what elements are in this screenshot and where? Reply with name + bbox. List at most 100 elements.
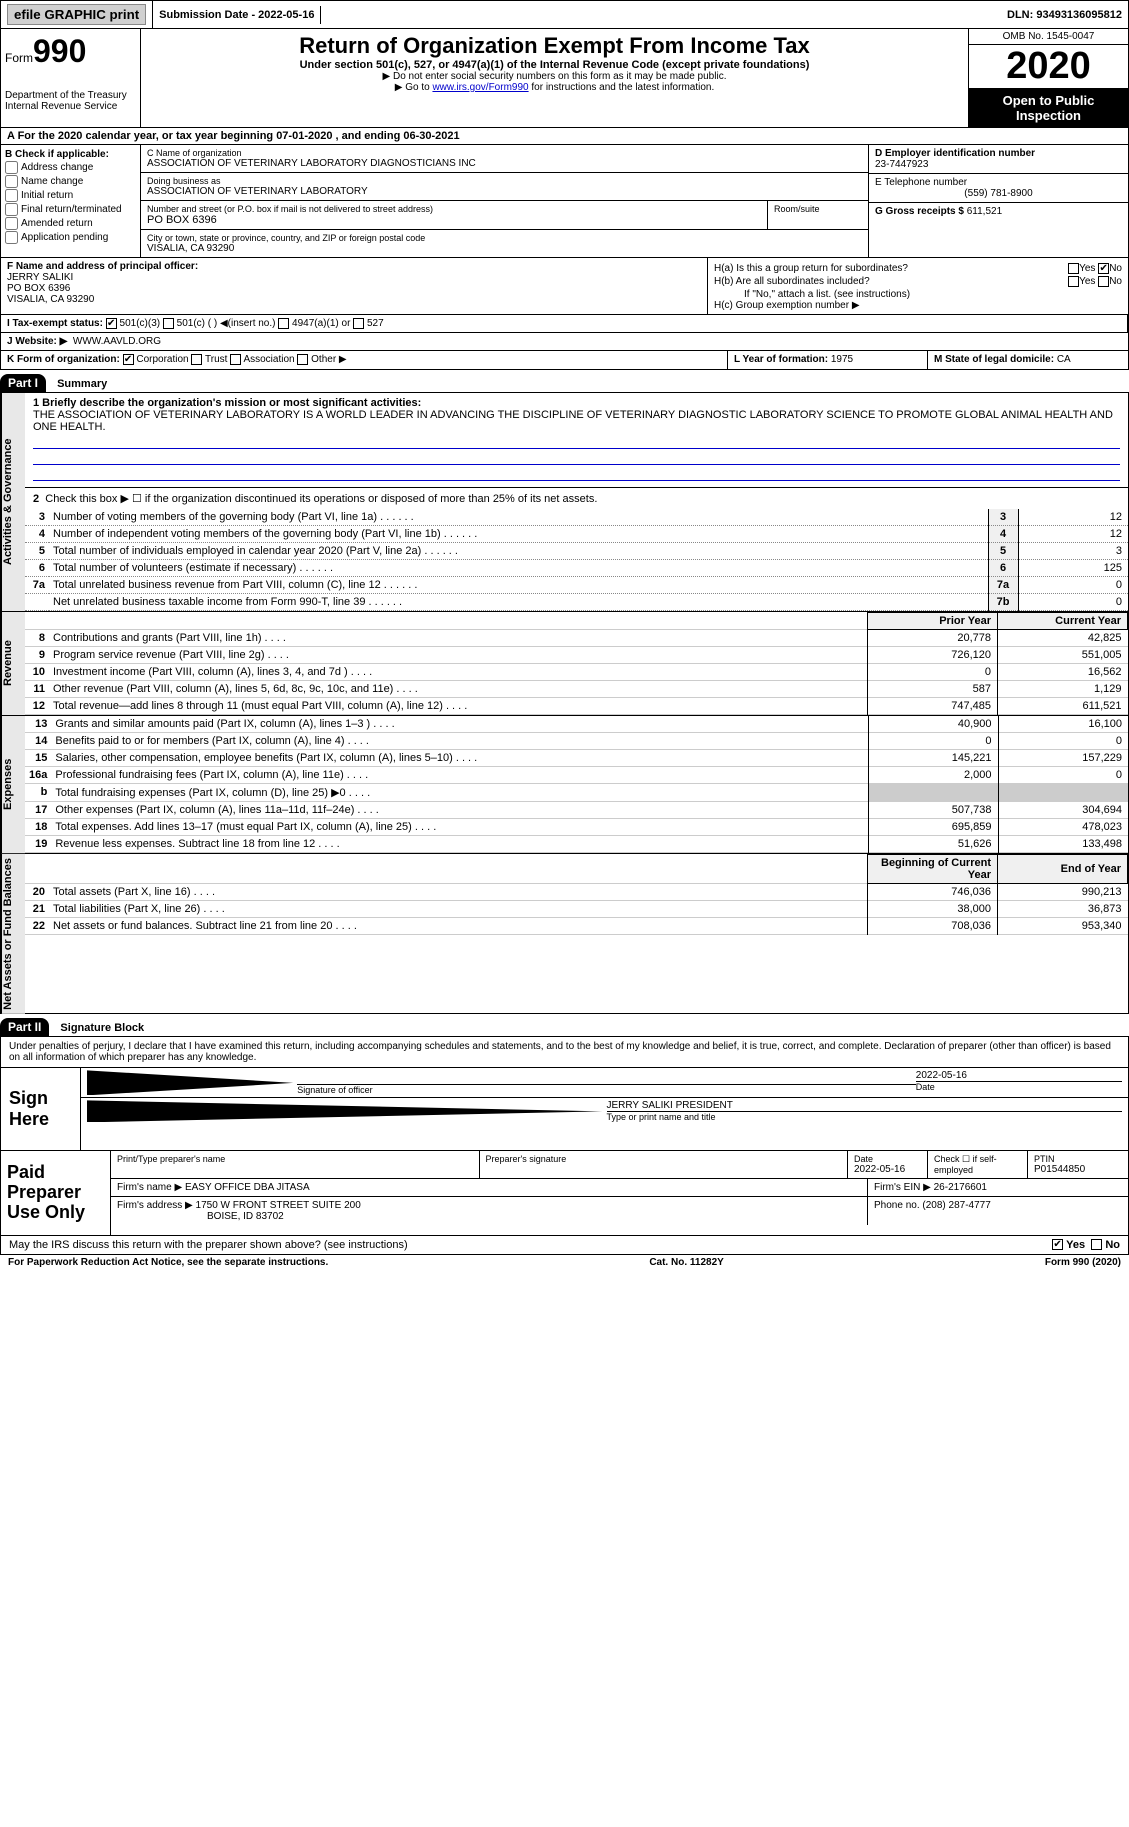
tax-year: 2020 (969, 45, 1128, 89)
col-l: L Year of formation: 1975 (728, 351, 928, 368)
expenses-block: Expenses 13Grants and similar amounts pa… (0, 716, 1129, 854)
ein: 23-7447923 (875, 159, 1122, 170)
row-klm: K Form of organization: Corporation Trus… (0, 351, 1129, 369)
tab-governance: Activities & Governance (1, 393, 25, 611)
part2-title: Signature Block (60, 1022, 144, 1034)
cb-application-pending[interactable]: Application pending (5, 231, 136, 244)
paid-preparer-row: Paid Preparer Use Only Print/Type prepar… (0, 1151, 1129, 1235)
sign-here-label: Sign Here (1, 1068, 81, 1150)
table-row: 4Number of independent voting members of… (25, 525, 1128, 542)
part1-bar: Part I Summary (0, 374, 1129, 393)
mission-blank-line (33, 451, 1120, 465)
table-row: 6Total number of volunteers (estimate if… (25, 559, 1128, 576)
firm-addr1: 1750 W FRONT STREET SUITE 200 (196, 1200, 361, 1211)
sign-fields: Signature of officer 2022-05-16Date JERR… (81, 1068, 1128, 1150)
cb-corp[interactable] (123, 354, 134, 365)
org-name-row: C Name of organization ASSOCIATION OF VE… (141, 145, 868, 173)
cb-trust[interactable] (191, 354, 202, 365)
cat-no: Cat. No. 11282Y (649, 1257, 723, 1268)
header-center: Return of Organization Exempt From Incom… (141, 29, 968, 127)
form-number: Form990 (5, 33, 136, 70)
h-b: H(b) Are all subordinates included? Yes … (714, 276, 1122, 287)
firm-name: EASY OFFICE DBA JITASA (185, 1182, 310, 1193)
part1-header: Part I (0, 374, 46, 392)
cb-501c3[interactable] (106, 318, 117, 329)
open-to-public: Open to Public Inspection (969, 89, 1128, 127)
cb-527[interactable] (353, 318, 364, 329)
discuss-no[interactable] (1091, 1239, 1102, 1250)
col-k: K Form of organization: Corporation Trus… (1, 351, 728, 368)
part1-title: Summary (57, 378, 107, 390)
prep-line-2: Firm's name ▶ EASY OFFICE DBA JITASA Fir… (111, 1179, 1128, 1197)
mission-blank-line (33, 435, 1120, 449)
dln: DLN: 93493136095812 (1001, 6, 1128, 24)
room-suite-label: Room/suite (768, 201, 868, 229)
firm-addr2: BOISE, ID 83702 (207, 1211, 284, 1222)
firm-phone: (208) 287-4777 (922, 1200, 990, 1211)
officer-addr2: VISALIA, CA 93290 (7, 294, 701, 305)
cb-501c[interactable] (163, 318, 174, 329)
col-deg: D Employer identification number 23-7447… (868, 145, 1128, 257)
ha-yes[interactable] (1068, 263, 1079, 274)
section-fh: F Name and address of principal officer:… (0, 258, 1129, 315)
cb-assoc[interactable] (230, 354, 241, 365)
table-row: 22Net assets or fund balances. Subtract … (25, 917, 1128, 934)
form-subtitle: Under section 501(c), 527, or 4947(a)(1)… (145, 59, 964, 71)
signature-line: Signature of officer 2022-05-16Date (81, 1068, 1128, 1098)
table-row: 10Investment income (Part VIII, column (… (25, 663, 1128, 680)
street-address: PO BOX 6396 (147, 214, 761, 226)
tab-expenses: Expenses (1, 716, 25, 853)
pra-notice: For Paperwork Reduction Act Notice, see … (8, 1257, 328, 1268)
omb-number: OMB No. 1545-0047 (969, 29, 1128, 45)
part2-bar: Part II Signature Block (0, 1018, 1129, 1037)
section-bcdeg: B Check if applicable: Address change Na… (0, 145, 1129, 258)
ptin: P01544850 (1034, 1164, 1122, 1175)
header-left: Form990 Department of the Treasury Inter… (1, 29, 141, 127)
cb-name-change[interactable]: Name change (5, 175, 136, 188)
irs-link[interactable]: www.irs.gov/Form990 (432, 82, 528, 93)
cb-other[interactable] (297, 354, 308, 365)
tab-revenue: Revenue (1, 612, 25, 715)
col-c: C Name of organization ASSOCIATION OF VE… (141, 145, 868, 257)
table-row: 11Other revenue (Part VIII, column (A), … (25, 680, 1128, 697)
officer-addr1: PO BOX 6396 (7, 283, 701, 294)
row-i: I Tax-exempt status: 501(c)(3) 501(c) ( … (0, 315, 1129, 333)
table-row: 19Revenue less expenses. Subtract line 1… (25, 835, 1128, 852)
sign-here-row: Sign Here Signature of officer 2022-05-1… (0, 1068, 1129, 1151)
cb-final-return[interactable]: Final return/terminated (5, 203, 136, 216)
mission-blank-line (33, 467, 1120, 481)
ha-no[interactable] (1098, 263, 1109, 274)
arrow-icon (87, 1070, 293, 1095)
table-row: 8Contributions and grants (Part VIII, li… (25, 629, 1128, 646)
governance-block: Activities & Governance 1 Briefly descri… (0, 393, 1129, 612)
officer-name-title: JERRY SALIKI PRESIDENT (607, 1100, 1123, 1111)
table-row: 5Total number of individuals employed in… (25, 542, 1128, 559)
discuss-yes[interactable] (1052, 1239, 1063, 1250)
hb-no[interactable] (1098, 276, 1109, 287)
tax-exempt-status: I Tax-exempt status: 501(c)(3) 501(c) ( … (1, 315, 1128, 332)
ein-row: D Employer identification number 23-7447… (869, 145, 1128, 174)
efile-print-button[interactable]: efile GRAPHIC print (7, 4, 146, 25)
table-row: bTotal fundraising expenses (Part IX, co… (25, 783, 1128, 801)
hb-yes[interactable] (1068, 276, 1079, 287)
form-footer: Form 990 (2020) (1045, 1257, 1121, 1268)
col-m: M State of legal domicile: CA (928, 351, 1128, 368)
h-b-note: If "No," attach a list. (see instruction… (714, 289, 1122, 300)
phone-row: E Telephone number (559) 781-8900 (869, 174, 1128, 203)
form-title: Return of Organization Exempt From Incom… (145, 33, 964, 59)
h-a: H(a) Is this a group return for subordin… (714, 263, 1122, 274)
cb-address-change[interactable]: Address change (5, 161, 136, 174)
submission-date: Submission Date - 2022-05-16 (153, 6, 321, 24)
cb-initial-return[interactable]: Initial return (5, 189, 136, 202)
q1-label: 1 Briefly describe the organization's mi… (33, 397, 1120, 409)
expenses-table: 13Grants and similar amounts paid (Part … (25, 716, 1128, 853)
q1-text: THE ASSOCIATION OF VETERINARY LABORATORY… (33, 409, 1120, 433)
prep-fields: Print/Type preparer's name Preparer's si… (111, 1151, 1128, 1234)
year-formation: 1975 (831, 354, 853, 365)
h-c: H(c) Group exemption number ▶ (714, 300, 1122, 311)
cb-4947[interactable] (278, 318, 289, 329)
cb-amended[interactable]: Amended return (5, 217, 136, 230)
revenue-block: Revenue Prior YearCurrent Year 8Contribu… (0, 612, 1129, 716)
table-row: 13Grants and similar amounts paid (Part … (25, 716, 1128, 733)
self-employed: Check ☐ if self-employed (928, 1151, 1028, 1178)
